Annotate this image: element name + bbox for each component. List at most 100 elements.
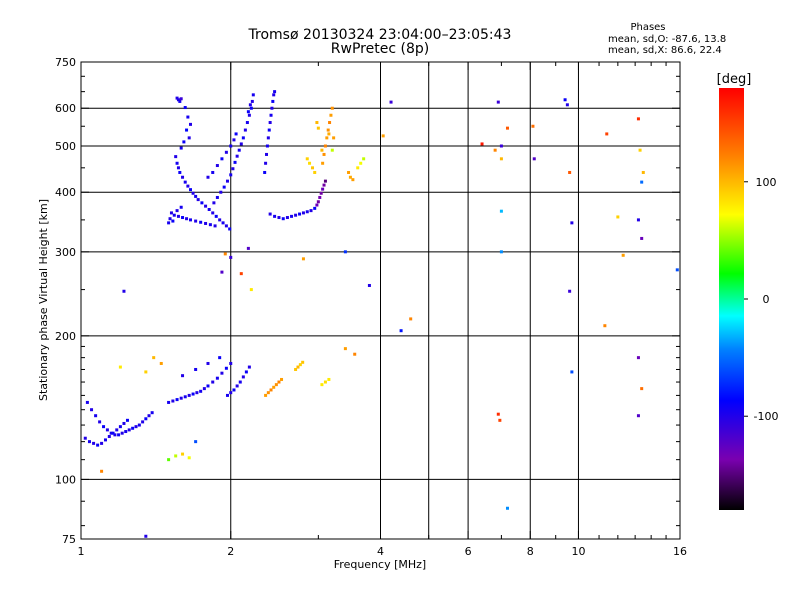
data-point bbox=[224, 366, 228, 370]
data-point bbox=[294, 213, 298, 217]
data-point bbox=[186, 184, 190, 188]
data-point bbox=[221, 221, 225, 225]
data-point bbox=[605, 132, 609, 136]
data-point bbox=[636, 117, 640, 121]
data-point bbox=[268, 212, 272, 216]
data-point bbox=[638, 148, 642, 152]
x-tick-label: 1 bbox=[78, 545, 85, 558]
data-point bbox=[249, 288, 253, 292]
data-point bbox=[220, 371, 224, 375]
y-tick-label: 75 bbox=[62, 533, 76, 546]
data-point bbox=[228, 227, 232, 231]
x-tick-label: 6 bbox=[465, 545, 472, 558]
data-point bbox=[194, 219, 198, 223]
data-point bbox=[636, 356, 640, 360]
data-point bbox=[389, 100, 393, 104]
data-point bbox=[243, 128, 247, 132]
data-point bbox=[131, 426, 135, 430]
data-point bbox=[94, 414, 98, 418]
data-point bbox=[98, 420, 102, 424]
data-point bbox=[147, 414, 151, 418]
data-point bbox=[264, 393, 268, 397]
data-point bbox=[175, 96, 179, 100]
data-point bbox=[641, 170, 645, 174]
data-point bbox=[264, 161, 268, 165]
data-point bbox=[263, 170, 267, 174]
data-point bbox=[621, 253, 625, 257]
data-point bbox=[267, 128, 271, 132]
data-point bbox=[194, 194, 198, 198]
data-point bbox=[313, 170, 317, 174]
data-point bbox=[178, 170, 182, 174]
data-point bbox=[211, 380, 215, 384]
data-point bbox=[499, 144, 503, 148]
x-tick-labels: 1 2 4 6 8 10 16 bbox=[78, 545, 688, 558]
data-point bbox=[294, 367, 298, 371]
data-point bbox=[568, 170, 572, 174]
data-point bbox=[327, 132, 331, 136]
data-point bbox=[144, 534, 148, 538]
x-tick-label: 4 bbox=[377, 545, 384, 558]
data-point bbox=[480, 142, 484, 146]
data-point bbox=[277, 216, 281, 220]
data-point bbox=[176, 98, 180, 102]
data-point bbox=[343, 250, 347, 254]
data-point bbox=[269, 388, 273, 392]
data-point bbox=[531, 124, 535, 128]
data-point bbox=[199, 389, 203, 393]
data-point bbox=[327, 377, 331, 381]
data-point bbox=[109, 431, 113, 435]
data-point bbox=[311, 166, 315, 170]
data-point bbox=[250, 99, 254, 103]
data-point bbox=[499, 250, 503, 254]
data-point bbox=[229, 361, 233, 365]
data-point bbox=[241, 375, 245, 379]
data-point bbox=[202, 387, 206, 391]
data-point bbox=[305, 157, 309, 161]
data-point bbox=[87, 440, 91, 444]
data-point bbox=[229, 255, 233, 259]
data-point bbox=[96, 443, 100, 447]
y-tick-label: 750 bbox=[55, 56, 76, 69]
y-axis-label: Stationary phase Virtual Height [km] bbox=[37, 199, 50, 401]
data-point bbox=[351, 178, 355, 182]
data-point bbox=[215, 195, 219, 199]
y-tick-label: 400 bbox=[55, 186, 76, 199]
data-point bbox=[208, 223, 212, 227]
data-point bbox=[319, 191, 323, 195]
data-point bbox=[206, 384, 210, 388]
colorbar-tick-label: -100 bbox=[754, 410, 779, 423]
data-point bbox=[200, 201, 204, 205]
data-point bbox=[305, 210, 309, 214]
data-point bbox=[188, 122, 192, 126]
data-point bbox=[215, 164, 219, 168]
data-point bbox=[348, 175, 352, 179]
data-point bbox=[273, 214, 277, 218]
data-point bbox=[499, 157, 503, 161]
data-point bbox=[409, 317, 413, 321]
y-tick-label: 300 bbox=[55, 246, 76, 259]
data-point bbox=[323, 144, 327, 148]
data-point bbox=[241, 136, 245, 140]
data-point bbox=[239, 142, 243, 146]
data-point bbox=[124, 430, 128, 434]
chart-subtitle: RwPretec (8p) bbox=[331, 41, 429, 57]
data-point bbox=[277, 380, 281, 384]
data-point bbox=[570, 370, 574, 374]
data-point bbox=[179, 97, 183, 101]
data-point bbox=[206, 175, 210, 179]
data-point bbox=[239, 272, 243, 276]
data-point bbox=[498, 418, 502, 422]
data-point bbox=[235, 384, 239, 388]
data-point bbox=[265, 152, 269, 156]
data-point bbox=[329, 113, 333, 117]
data-point bbox=[301, 211, 305, 215]
data-point bbox=[496, 412, 500, 416]
data-point bbox=[222, 185, 226, 189]
data-point bbox=[179, 205, 183, 209]
data-point bbox=[315, 121, 319, 125]
data-point bbox=[266, 391, 270, 395]
data-point bbox=[187, 393, 191, 397]
x-axis-label: Frequency [MHz] bbox=[334, 558, 426, 571]
data-point bbox=[272, 93, 276, 97]
